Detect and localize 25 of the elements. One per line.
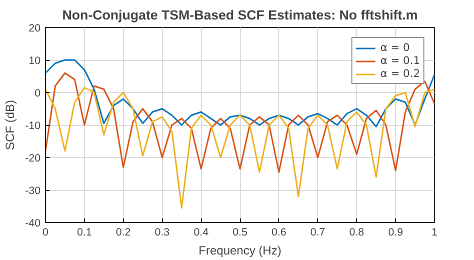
x-tick-label: 0 [42,226,49,238]
y-tick-label: 10 [28,55,41,67]
x-tick-label: 0.4 [194,226,209,238]
y-tick-label: 0 [34,88,41,100]
x-tick-label: 0.9 [388,226,404,238]
x-axis-title: Frequency (Hz) [198,244,282,258]
y-tick-label: -10 [25,120,41,132]
y-tick-label: -40 [25,218,41,230]
x-tick-label: 0.7 [310,226,326,238]
x-tick-label: 1 [432,226,438,238]
y-axis-title: SCF (dB) [3,100,18,150]
legend-label: α = 0.2 [380,67,420,80]
x-tick-label: 0.8 [349,226,364,238]
x-tick-label: 0.1 [76,226,92,238]
y-tick-label: 20 [28,22,41,34]
legend-label: α = 0.1 [380,54,420,67]
legend-label: α = 0 [380,41,410,54]
line-series [46,86,434,209]
x-tick-label: 0.3 [154,226,170,238]
x-tick-label: 0.5 [232,226,248,238]
chart-title: Non-Conjugate TSM-Based SCF Estimates: No fftshift.m [62,8,418,22]
y-tick-label: -30 [25,185,41,197]
x-tick-label: 0.6 [271,226,286,238]
y-tick-label: -20 [25,152,41,164]
x-tick-label: 0.2 [116,226,131,238]
